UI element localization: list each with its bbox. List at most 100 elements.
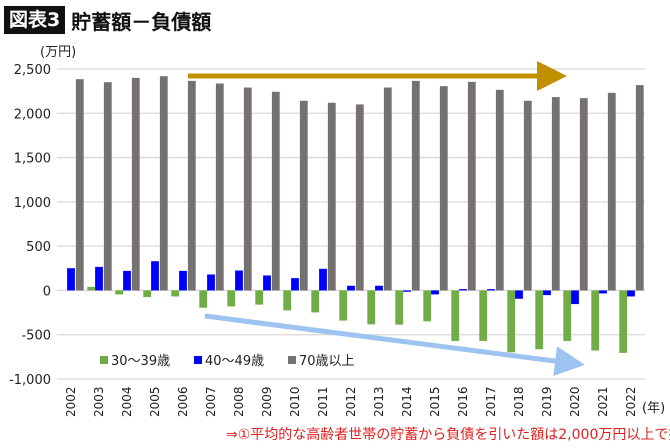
x-tick-label: 2005: [148, 386, 162, 417]
bar-30～39歳-2005: [143, 290, 152, 298]
y-tick-label: 500: [26, 240, 51, 255]
x-unit-label: (年): [642, 401, 665, 416]
bar-70歳以上-2016: [467, 81, 476, 291]
x-tick-label: 2010: [288, 386, 302, 417]
x-tick-label: 2016: [456, 386, 470, 417]
y-tick-label: 2,000: [14, 107, 51, 122]
bar-40～49歳-2008: [235, 270, 243, 291]
bar-30～39歳-2010: [283, 290, 292, 311]
legend-label: 30～39歳: [111, 354, 170, 369]
x-tick-label: 2007: [204, 386, 218, 417]
x-tick-label: 2002: [64, 386, 78, 417]
x-tick-label: 2003: [92, 386, 106, 417]
chart-title: 貯蓄額－負債額: [71, 9, 212, 34]
bar-40～49歳-2013: [375, 285, 383, 291]
y-tick-label: 0: [43, 284, 51, 299]
bar-70歳以上-2003: [103, 82, 112, 291]
trend-arrow-down: [204, 313, 585, 376]
bar-40～49歳-2016: [459, 289, 467, 291]
bar-30～39歳-2007: [199, 290, 208, 308]
bar-40～49歳-2007: [207, 274, 215, 291]
legend-label: 70歳以上: [299, 354, 355, 369]
x-tick-label: 2014: [400, 386, 414, 417]
bar-40～49歳-2006: [179, 270, 187, 291]
bar-40～49歳-2018: [515, 290, 523, 299]
bar-70歳以上-2022: [635, 85, 644, 291]
bar-70歳以上-2009: [271, 91, 280, 291]
bar-40～49歳-2010: [291, 278, 299, 291]
bar-70歳以上-2006: [187, 80, 196, 291]
bar-70歳以上-2012: [355, 104, 364, 291]
bar-40～49歳-2020: [571, 290, 579, 305]
bar-30～39歳-2020: [563, 290, 572, 341]
bar-30～39歳-2018: [507, 290, 516, 353]
bar-30～39歳-2009: [255, 290, 264, 305]
bar-30～39歳-2017: [479, 290, 488, 341]
bar-70歳以上-2004: [131, 77, 140, 291]
bar-30～39歳-2008: [227, 290, 236, 307]
bar-40～49歳-2015: [431, 290, 439, 295]
bar-30～39歳-2015: [423, 290, 432, 322]
bar-70歳以上-2007: [215, 83, 224, 291]
bar-40～49歳-2005: [151, 261, 159, 291]
legend-swatch: [288, 356, 296, 364]
x-tick-label: 2009: [260, 386, 274, 417]
x-tick-label: 2008: [232, 386, 246, 417]
bar-40～49歳-2014: [403, 290, 411, 292]
x-tick-label: 2017: [484, 386, 498, 417]
x-tick-label: 2021: [596, 386, 610, 417]
bar-70歳以上-2019: [551, 97, 560, 291]
bar-30～39歳-2022: [619, 290, 628, 353]
bar-40～49歳-2011: [319, 268, 327, 291]
bar-70歳以上-2008: [243, 87, 252, 291]
bar-30～39歳-2021: [591, 290, 600, 351]
bar-40～49歳-2012: [347, 285, 355, 291]
bar-70歳以上-2018: [523, 100, 532, 291]
bar-30～39歳-2003: [87, 286, 96, 291]
bar-30～39歳-2006: [171, 290, 180, 297]
bar-30～39歳-2014: [395, 290, 404, 325]
bar-30～39歳-2011: [311, 290, 320, 313]
bar-40～49歳-2017: [487, 289, 495, 291]
y-unit-label: (万円): [40, 45, 76, 60]
chart-header: 図表3 貯蓄額－負債額: [4, 5, 211, 35]
bar-30～39歳-2016: [451, 290, 460, 341]
y-tick-label: 1,000: [14, 196, 51, 211]
bar-40～49歳-2022: [627, 290, 635, 297]
y-tick-label: -500: [21, 329, 51, 344]
x-tick-label: 2018: [512, 386, 526, 417]
bar-70歳以上-2013: [383, 87, 392, 291]
x-tick-label: 2022: [624, 386, 638, 417]
bar-70歳以上-2015: [439, 86, 448, 291]
x-tick-label: 2019: [540, 386, 554, 417]
figure-badge: 図表3: [4, 6, 66, 34]
bar-30～39歳-2004: [115, 290, 124, 295]
x-tick-label: 2012: [344, 386, 358, 417]
bar-30～39歳-2013: [367, 290, 376, 325]
bar-70歳以上-2014: [411, 80, 420, 291]
legend-label: 40～49歳: [205, 354, 264, 369]
y-tick-label: 1,500: [14, 152, 51, 167]
chart-note: ⇒①平均的な高齢者世帯の貯蓄から負債を引いた額は2,000万円以上で推移: [226, 427, 670, 443]
bar-40～49歳-2002: [67, 268, 75, 291]
bar-70歳以上-2010: [299, 100, 308, 291]
x-tick-label: 2015: [428, 386, 442, 417]
x-tick-label: 2006: [176, 386, 190, 417]
bar-40～49歳-2004: [123, 270, 131, 291]
bar-70歳以上-2011: [327, 102, 336, 291]
y-tick-label: -1,000: [9, 373, 51, 388]
bar-70歳以上-2020: [579, 98, 588, 291]
x-tick-label: 2011: [316, 386, 330, 417]
bar-40～49歳-2003: [95, 266, 103, 291]
y-tick-label: 2,500: [14, 63, 51, 78]
legend-swatch: [100, 356, 108, 364]
bar-70歳以上-2021: [607, 92, 616, 291]
bar-40～49歳-2009: [263, 275, 271, 291]
legend-swatch: [194, 356, 202, 364]
bar-40～49歳-2019: [543, 290, 551, 296]
bar-30～39歳-2012: [339, 290, 348, 321]
bar-70歳以上-2002: [75, 79, 84, 291]
x-tick-label: 2020: [568, 386, 582, 417]
bar-70歳以上-2017: [495, 89, 504, 291]
